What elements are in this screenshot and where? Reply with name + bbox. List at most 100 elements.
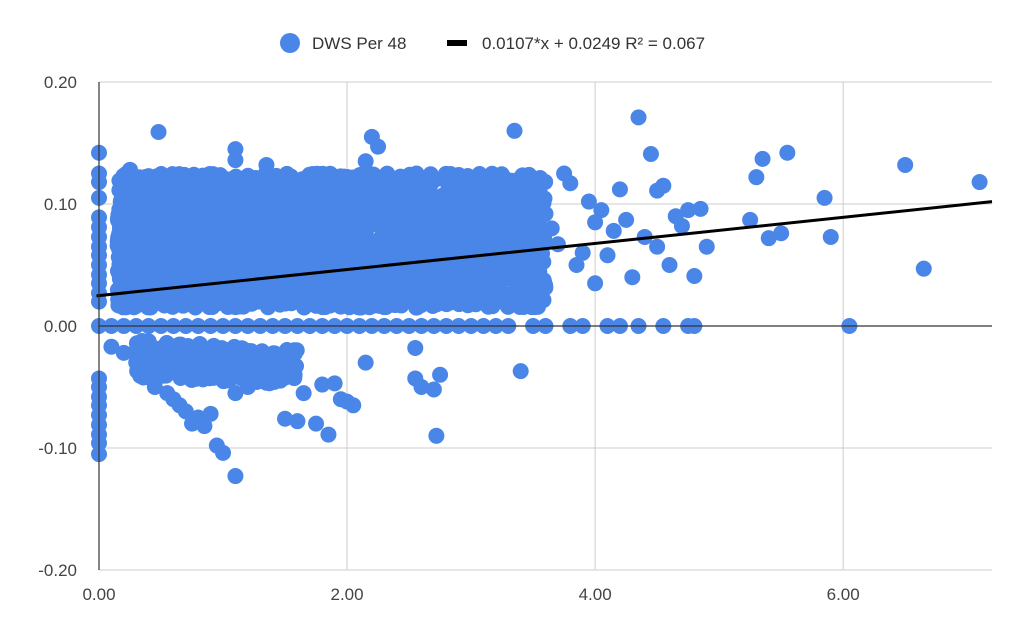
legend-marker-trendline <box>447 40 467 46</box>
data-point <box>488 204 505 221</box>
data-point <box>482 273 499 290</box>
data-point <box>252 372 269 389</box>
data-point <box>470 233 487 250</box>
data-point <box>148 212 165 229</box>
data-point <box>451 296 468 313</box>
data-point <box>488 173 505 190</box>
data-point <box>402 291 419 308</box>
y-tick-label: 0.20 <box>44 73 77 92</box>
data-point <box>686 267 703 284</box>
data-point <box>816 189 833 206</box>
data-point <box>168 277 185 294</box>
data-point <box>301 198 318 215</box>
data-point <box>562 175 579 192</box>
data-point <box>347 290 364 307</box>
data-point <box>470 179 487 196</box>
data-point <box>308 415 325 432</box>
data-point <box>427 223 444 240</box>
data-point <box>357 354 374 371</box>
data-point <box>285 187 302 204</box>
data-point <box>428 427 445 444</box>
data-point <box>489 292 506 309</box>
data-point <box>205 353 222 370</box>
data-point <box>349 230 366 247</box>
data-point <box>258 347 275 364</box>
data-point <box>383 279 400 296</box>
data-point <box>971 174 988 191</box>
data-point <box>624 269 641 286</box>
data-point <box>432 366 449 383</box>
y-tick-label: 0.10 <box>44 195 77 214</box>
data-point <box>267 292 284 309</box>
data-point <box>303 170 320 187</box>
data-point <box>365 208 382 225</box>
data-point <box>183 293 200 310</box>
data-point <box>618 211 635 228</box>
data-point <box>249 256 266 273</box>
data-point <box>206 265 223 282</box>
data-point <box>196 237 213 254</box>
data-point <box>630 109 647 126</box>
data-point <box>199 180 216 197</box>
data-point <box>517 284 534 301</box>
data-point <box>408 241 425 258</box>
data-point <box>289 413 306 430</box>
data-point <box>274 347 291 364</box>
data-point <box>234 283 251 300</box>
legend-marker-series <box>280 33 300 53</box>
data-point <box>393 194 410 211</box>
data-point <box>227 266 244 283</box>
data-point <box>227 152 244 169</box>
data-point <box>277 410 294 427</box>
data-point <box>680 202 697 219</box>
data-point <box>209 168 226 185</box>
data-point <box>153 358 170 375</box>
data-point <box>163 203 180 220</box>
data-point <box>380 243 397 260</box>
y-tick-label: 0.00 <box>44 317 77 336</box>
data-point <box>227 141 244 158</box>
data-point <box>186 370 203 387</box>
x-axis-ticks: 0.00 2.00 4.00 6.00 <box>82 585 859 604</box>
data-point <box>146 379 163 395</box>
data-point <box>114 293 131 310</box>
data-point <box>205 369 222 386</box>
data-point <box>114 253 131 270</box>
data-point <box>511 298 528 315</box>
data-point <box>517 200 534 217</box>
data-point <box>315 180 332 197</box>
data-point <box>118 206 135 223</box>
y-tick-label: -0.10 <box>38 439 77 458</box>
data-point <box>326 375 343 392</box>
data-point <box>587 214 604 231</box>
data-point <box>227 385 244 402</box>
data-point <box>177 403 194 420</box>
data-point <box>504 264 521 281</box>
data-point <box>412 170 429 187</box>
data-point <box>649 238 666 255</box>
data-point <box>509 228 526 245</box>
data-point <box>180 200 197 217</box>
data-point <box>342 258 359 275</box>
data-point <box>373 194 390 211</box>
data-point <box>112 194 129 211</box>
data-point <box>374 230 391 247</box>
data-point <box>469 275 486 292</box>
data-point <box>370 138 387 155</box>
data-point <box>760 230 777 247</box>
data-point <box>327 238 344 255</box>
data-point <box>503 246 520 263</box>
data-point <box>673 217 690 234</box>
data-point <box>343 192 360 209</box>
data-point <box>490 259 507 276</box>
data-point <box>698 238 715 255</box>
trendline-layer <box>96 200 993 298</box>
data-point <box>239 379 256 395</box>
data-point <box>587 275 604 292</box>
data-point <box>345 397 362 414</box>
data-point <box>531 183 548 200</box>
x-tick-label: 0.00 <box>82 585 115 604</box>
data-point <box>754 150 771 167</box>
